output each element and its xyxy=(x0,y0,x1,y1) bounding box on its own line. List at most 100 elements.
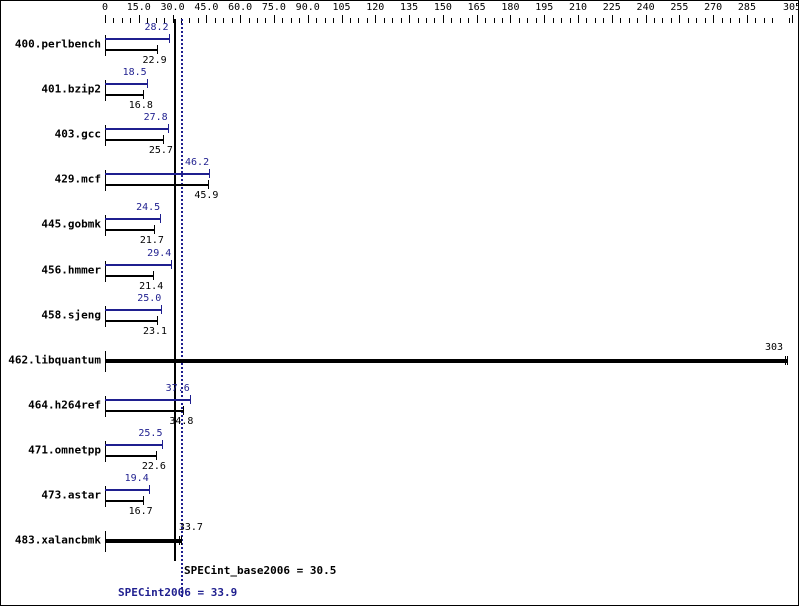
base-bar xyxy=(105,229,154,231)
base-endcap xyxy=(183,406,184,415)
peak-bar xyxy=(105,83,147,85)
peak-endcap xyxy=(171,260,172,269)
peak-value: 25.0 xyxy=(137,293,162,304)
benchmark-label: 401.bzip2 xyxy=(41,82,101,96)
x-minor-tick xyxy=(502,18,503,23)
x-tick-label: 180 xyxy=(501,2,520,13)
x-minor-tick xyxy=(232,18,233,23)
base-endcap xyxy=(156,451,157,460)
x-minor-tick xyxy=(671,18,672,23)
row-zero-tick xyxy=(105,261,106,282)
x-tick-label: 255 xyxy=(670,2,689,13)
x-minor-tick xyxy=(494,18,495,23)
x-tick-label: 45.0 xyxy=(194,2,219,13)
x-minor-tick xyxy=(367,18,368,23)
x-tick-label: 195 xyxy=(535,2,554,13)
base-bar xyxy=(105,184,209,186)
peak-bar xyxy=(105,218,161,220)
benchmark-label: 473.astar xyxy=(41,488,101,502)
x-minor-tick xyxy=(705,18,706,23)
base-endcap xyxy=(143,496,144,505)
base-bar xyxy=(105,139,163,141)
x-tick-label: 105 xyxy=(332,2,351,13)
x-minor-tick xyxy=(485,18,486,23)
base-reference-line xyxy=(174,19,176,561)
base-value: 21.7 xyxy=(139,235,164,246)
x-minor-tick xyxy=(527,18,528,23)
x-major-tick xyxy=(679,15,680,23)
peak-endcap xyxy=(160,214,161,223)
benchmark-label: 456.hmmer xyxy=(41,263,101,277)
x-major-tick xyxy=(173,15,174,23)
base-value: 21.4 xyxy=(139,281,164,292)
x-major-tick xyxy=(375,15,376,23)
row-zero-tick xyxy=(105,396,106,417)
x-tick-label: 210 xyxy=(568,2,588,13)
x-minor-tick xyxy=(722,18,723,23)
base-bar xyxy=(105,94,143,96)
x-tick-label: 75.0 xyxy=(261,2,286,13)
x-major-tick xyxy=(409,15,410,23)
x-minor-tick xyxy=(282,18,283,23)
x-minor-tick xyxy=(536,18,537,23)
peak-endcap xyxy=(209,169,210,178)
x-major-tick xyxy=(139,15,140,23)
x-major-tick xyxy=(792,15,793,23)
benchmark-label: 464.h264ref xyxy=(28,398,101,412)
x-minor-tick xyxy=(553,18,554,23)
peak-reference-line xyxy=(181,19,183,597)
x-minor-tick xyxy=(164,18,165,23)
x-minor-tick xyxy=(595,18,596,23)
x-minor-tick xyxy=(460,18,461,23)
row-zero-tick xyxy=(105,306,106,327)
peak-endcap xyxy=(147,79,148,88)
x-minor-tick xyxy=(358,18,359,23)
x-minor-tick xyxy=(789,18,790,23)
base-endcap xyxy=(143,90,144,99)
x-minor-tick xyxy=(688,18,689,23)
x-minor-tick xyxy=(519,18,520,23)
x-minor-tick xyxy=(730,18,731,23)
peak-summary-label: SPECint2006 = 33.9 xyxy=(118,586,238,599)
peak-endcap xyxy=(169,34,170,43)
x-tick-label: 90.0 xyxy=(295,2,320,13)
x-tick-label: 225 xyxy=(602,2,621,13)
x-tick-label: 285 xyxy=(737,2,756,13)
row-zero-tick xyxy=(105,125,106,146)
x-minor-tick xyxy=(156,18,157,23)
x-minor-tick xyxy=(629,18,630,23)
x-minor-tick xyxy=(122,18,123,23)
x-major-tick xyxy=(240,15,241,23)
x-major-tick xyxy=(342,15,343,23)
peak-bar xyxy=(105,38,169,40)
peak-bar xyxy=(105,489,149,491)
peak-bar xyxy=(105,173,210,175)
base-endcap xyxy=(153,271,154,280)
x-minor-tick xyxy=(350,18,351,23)
peak-value: 37.6 xyxy=(165,383,190,394)
peak-value: 46.2 xyxy=(185,157,210,168)
base-bar xyxy=(105,320,158,322)
x-minor-tick xyxy=(223,18,224,23)
x-minor-tick xyxy=(384,18,385,23)
base-bar xyxy=(105,410,184,412)
base-bar xyxy=(105,49,157,51)
x-tick-label: 150 xyxy=(433,2,452,13)
x-minor-tick xyxy=(468,18,469,23)
row-zero-tick xyxy=(105,486,106,507)
benchmark-label: 445.gobmk xyxy=(41,217,101,231)
x-minor-tick xyxy=(130,18,131,23)
benchmark-label: 471.omnetpp xyxy=(28,443,101,457)
row-zero-tick xyxy=(105,80,106,101)
x-minor-tick xyxy=(451,18,452,23)
base-endcap xyxy=(157,316,158,325)
bar-endcap xyxy=(181,536,182,545)
base-bar xyxy=(105,500,143,502)
x-minor-tick xyxy=(198,18,199,23)
benchmark-label: 483.xalancbmk xyxy=(14,533,101,547)
x-major-tick xyxy=(646,15,647,23)
row-zero-tick xyxy=(105,170,106,191)
combined-bar xyxy=(105,539,181,543)
peak-value: 18.5 xyxy=(122,67,147,78)
